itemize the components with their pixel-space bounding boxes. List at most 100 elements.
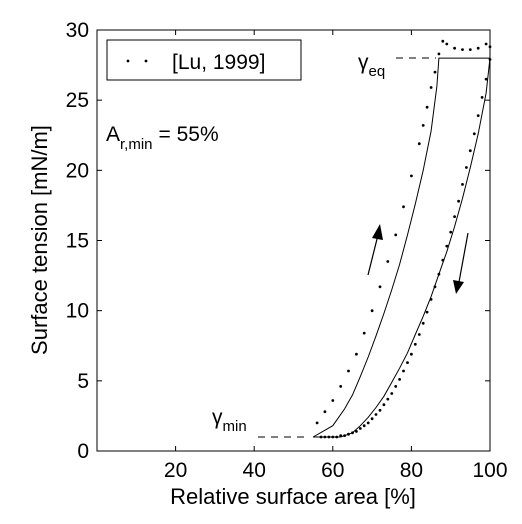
data-point [484,42,488,46]
data-point [425,310,429,314]
data-point [429,298,433,301]
data-point [398,378,401,381]
data-point [480,96,484,99]
data-point [358,427,362,430]
data-point [441,39,445,43]
data-point [382,403,386,407]
y-tick-label: 30 [66,19,89,42]
data-point [417,142,421,146]
y-tick-label: 25 [66,89,89,112]
data-point [465,166,468,169]
data-point [323,410,327,414]
data-point [378,408,382,412]
gamma-min-subscript: min [223,418,247,435]
series-line [313,58,491,438]
data-point [347,432,350,436]
data-point [386,260,390,263]
x-ticks: 20 40 60 80 100 [164,30,508,482]
plot-background [97,30,490,451]
data-point [351,431,354,435]
data-point [362,424,366,428]
data-point [476,46,480,50]
data-point [331,435,335,439]
data-point [421,321,425,325]
data-point [449,230,453,234]
area-annotation: Ar,min = 55% [106,123,219,153]
data-point [406,361,409,364]
data-point [402,369,405,373]
data-point [355,430,358,433]
data-point [362,331,366,335]
x-tick-label: 60 [321,459,344,482]
compression-arrow-shaft [367,234,379,276]
data-point [468,48,472,51]
legend-entry: [Lu, 1999] [172,51,265,74]
legend-marker [144,59,148,63]
data-point [425,105,429,109]
data-point [417,333,421,336]
data-point [433,285,437,289]
data-point [327,435,331,439]
expansion-arrow [453,232,469,294]
area-subscript: r,min [120,136,153,153]
area-value: = 55% [159,123,219,146]
x-tick-label: 80 [400,459,423,482]
data-point [457,199,460,203]
data-point [429,86,433,89]
data-point [315,421,319,425]
x-axis-label: Relative surface area [%] [170,484,416,509]
data-point [374,413,378,416]
data-point [445,42,449,46]
data-point [370,417,374,421]
y-tick-label: 0 [77,440,89,463]
legend-marker [126,59,130,63]
data-point [390,392,394,395]
data-point [453,215,456,219]
gamma-min-label: γmin [212,406,247,435]
data-point [461,48,464,51]
y-tick-label: 20 [66,159,89,182]
data-point [378,285,382,289]
data-point [437,272,441,276]
data-point [339,385,343,388]
x-tick-label: 40 [243,459,266,482]
y-tick-label: 15 [66,230,89,253]
data-point [366,421,370,425]
y-axis-label: Surface tension [mN/m] [27,125,52,355]
data-point [472,132,476,136]
gamma-min-symbol: γ [212,406,223,429]
data-point [319,435,323,439]
gamma-eq-symbol: γ [358,51,369,74]
data-point [476,114,480,117]
data-point [394,385,398,388]
data-point [402,205,405,209]
data-point [461,183,464,186]
expansion-arrow-shaft [458,232,469,283]
data-point [413,342,417,346]
legend-box [106,39,302,81]
data-point [445,244,449,248]
legend: [Lu, 1999] [106,39,302,81]
data-point [339,434,343,437]
data-point [441,258,445,262]
data-point [370,309,374,313]
data-point [453,46,456,50]
compression-arrow-head [372,224,383,240]
x-tick-label: 20 [164,459,187,482]
data-point [433,70,437,74]
data-point [421,124,425,127]
data-point [394,233,398,237]
y-ticks: 0 5 10 15 20 25 30 [66,19,490,463]
y-tick-label: 10 [66,300,89,323]
data-point [347,369,350,373]
data-point [323,435,327,439]
data-point [343,434,346,437]
series-line [312,57,490,438]
area-symbol: A [106,123,120,146]
data-point [335,435,339,439]
data-point [484,77,488,81]
data-point [355,352,358,356]
data-point [410,174,413,178]
x-tick-label: 100 [472,459,507,482]
